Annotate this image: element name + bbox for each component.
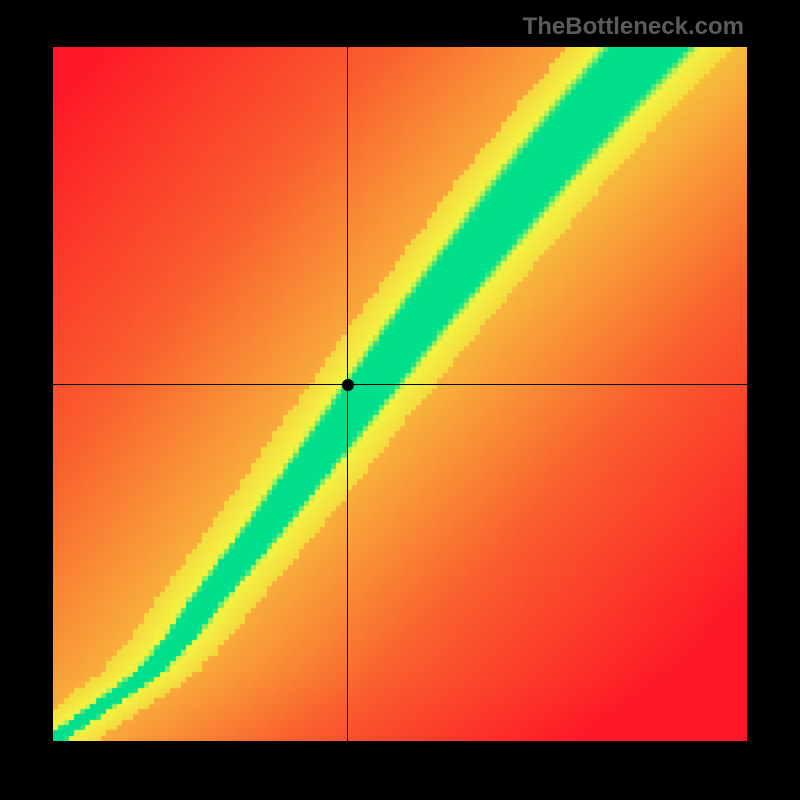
heatmap-canvas (53, 47, 747, 741)
watermark-text: TheBottleneck.com (523, 13, 744, 41)
crosshair-marker (342, 379, 354, 391)
crosshair-vertical (347, 47, 348, 741)
heatmap-plot (53, 47, 747, 741)
crosshair-horizontal (53, 384, 747, 385)
